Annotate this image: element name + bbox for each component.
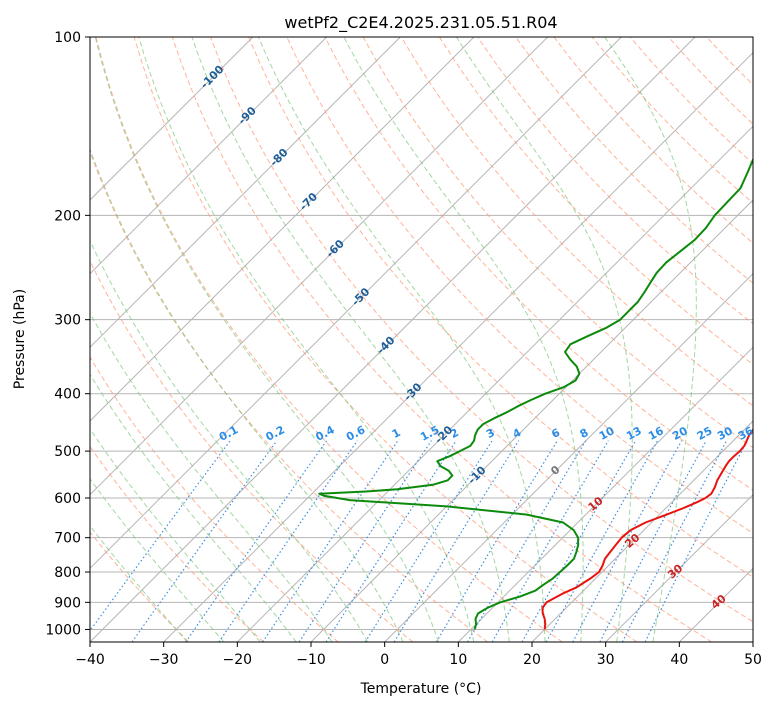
x-tick-label: 10	[449, 652, 467, 668]
x-tick-label: −10	[296, 652, 326, 668]
y-tick-label: 200	[54, 208, 81, 224]
x-tick-label: 30	[597, 652, 615, 668]
chart-title: wetPf2_C2E4.2025.231.05.51.R04	[284, 13, 557, 33]
y-tick-label: 700	[54, 531, 81, 547]
x-tick-label: 20	[523, 652, 541, 668]
y-tick-label: 1000	[45, 622, 81, 638]
y-tick-label: 900	[54, 595, 81, 611]
y-tick-label: 500	[54, 444, 81, 460]
x-tick-label: 0	[380, 652, 389, 668]
x-axis-label: Temperature (°C)	[360, 681, 482, 697]
x-tick-label: 40	[670, 652, 688, 668]
x-tick-label: −20	[223, 652, 253, 668]
x-tick-label: −30	[149, 652, 179, 668]
y-axis-label: Pressure (hPa)	[12, 289, 28, 389]
y-tick-label: 600	[54, 491, 81, 507]
y-tick-label: 300	[54, 313, 81, 329]
y-tick-label: 800	[54, 565, 81, 581]
y-tick-label: 100	[54, 30, 81, 46]
x-tick-label: −40	[75, 652, 105, 668]
y-tick-label: 400	[54, 387, 81, 403]
x-tick-label: 50	[744, 652, 762, 668]
